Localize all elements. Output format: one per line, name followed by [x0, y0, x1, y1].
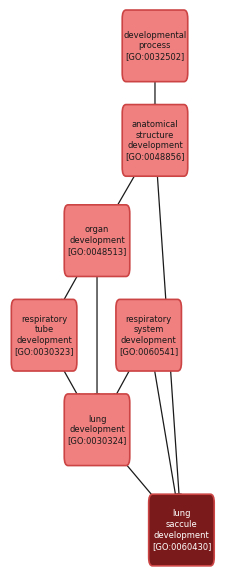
- FancyBboxPatch shape: [122, 10, 188, 81]
- Text: lung
development
[GO:0030324]: lung development [GO:0030324]: [67, 414, 127, 445]
- Text: respiratory
system
development
[GO:0060541]: respiratory system development [GO:00605…: [119, 315, 178, 356]
- Text: lung
saccule
development
[GO:0060430]: lung saccule development [GO:0060430]: [152, 509, 211, 551]
- Text: respiratory
tube
development
[GO:0030323]: respiratory tube development [GO:0030323…: [14, 315, 74, 356]
- FancyBboxPatch shape: [122, 104, 188, 176]
- FancyBboxPatch shape: [64, 394, 130, 465]
- FancyBboxPatch shape: [11, 299, 77, 371]
- Text: anatomical
structure
development
[GO:0048856]: anatomical structure development [GO:004…: [125, 120, 185, 161]
- FancyBboxPatch shape: [149, 494, 214, 566]
- Text: organ
development
[GO:0048513]: organ development [GO:0048513]: [67, 225, 127, 256]
- Text: developmental
process
[GO:0032502]: developmental process [GO:0032502]: [123, 30, 186, 61]
- FancyBboxPatch shape: [64, 205, 130, 277]
- FancyBboxPatch shape: [116, 299, 181, 371]
